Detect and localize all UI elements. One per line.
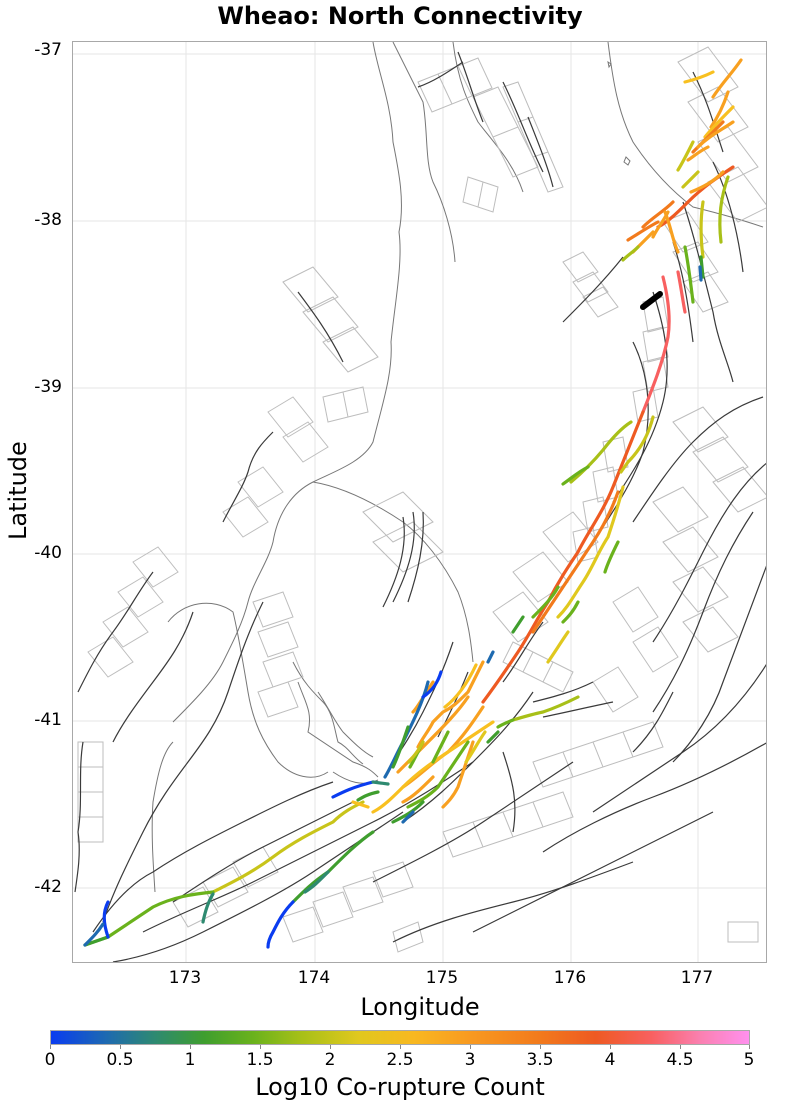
colorbar-tick bbox=[610, 1045, 611, 1049]
colorbar-tick bbox=[120, 1045, 121, 1049]
fault-patches bbox=[77, 46, 766, 953]
ytick-label: -38 bbox=[34, 210, 62, 230]
colorbar-tick-label: 0 bbox=[44, 1050, 56, 1070]
coastline bbox=[151, 42, 764, 893]
colorbar-tick-label: 4.5 bbox=[666, 1050, 694, 1070]
colorbar-tick-label: 3 bbox=[464, 1050, 476, 1070]
xtick-label: 174 bbox=[297, 968, 331, 988]
colorbar bbox=[50, 1030, 750, 1045]
fault-map bbox=[73, 42, 766, 962]
xtick-label: 173 bbox=[168, 968, 202, 988]
ytick-label: -37 bbox=[34, 40, 62, 60]
colorbar-tick bbox=[749, 1045, 750, 1049]
colorbar-tick bbox=[470, 1045, 471, 1049]
colorbar-tick bbox=[680, 1045, 681, 1049]
colorbar-tick-label: 0.5 bbox=[106, 1050, 134, 1070]
co-rupture-segments bbox=[83, 58, 743, 949]
ytick-label: -42 bbox=[34, 877, 62, 897]
colorbar-tick bbox=[540, 1045, 541, 1049]
colorbar-tick-label: 4 bbox=[604, 1050, 616, 1070]
xtick-label: 177 bbox=[680, 968, 714, 988]
colorbar-label: Log10 Co-rupture Count bbox=[255, 1073, 545, 1101]
colorbar-tick-label: 3.5 bbox=[526, 1050, 554, 1070]
colorbar-tick bbox=[400, 1045, 401, 1049]
colorbar-tick-label: 1 bbox=[184, 1050, 196, 1070]
map-title: Wheao: North Connectivity bbox=[217, 2, 583, 30]
xtick-label: 175 bbox=[425, 968, 459, 988]
colorbar-tick-label: 2.5 bbox=[386, 1050, 414, 1070]
colorbar-tick bbox=[330, 1045, 331, 1049]
y-axis-label: Latitude bbox=[4, 441, 32, 540]
colorbar-tick-label: 5 bbox=[743, 1050, 755, 1070]
ytick-label: -41 bbox=[34, 710, 62, 730]
colorbar-tick bbox=[50, 1045, 51, 1049]
colorbar-tick bbox=[260, 1045, 261, 1049]
x-axis-label: Longitude bbox=[360, 993, 480, 1021]
fault-traces bbox=[74, 51, 766, 962]
colorbar-tick-label: 2 bbox=[324, 1050, 336, 1070]
map-plot-area[interactable] bbox=[72, 41, 767, 963]
ytick-label: -40 bbox=[34, 543, 62, 563]
colorbar-tick bbox=[190, 1045, 191, 1049]
colorbar-tick-label: 1.5 bbox=[246, 1050, 274, 1070]
xtick-label: 176 bbox=[553, 968, 587, 988]
ytick-label: -39 bbox=[34, 377, 62, 397]
